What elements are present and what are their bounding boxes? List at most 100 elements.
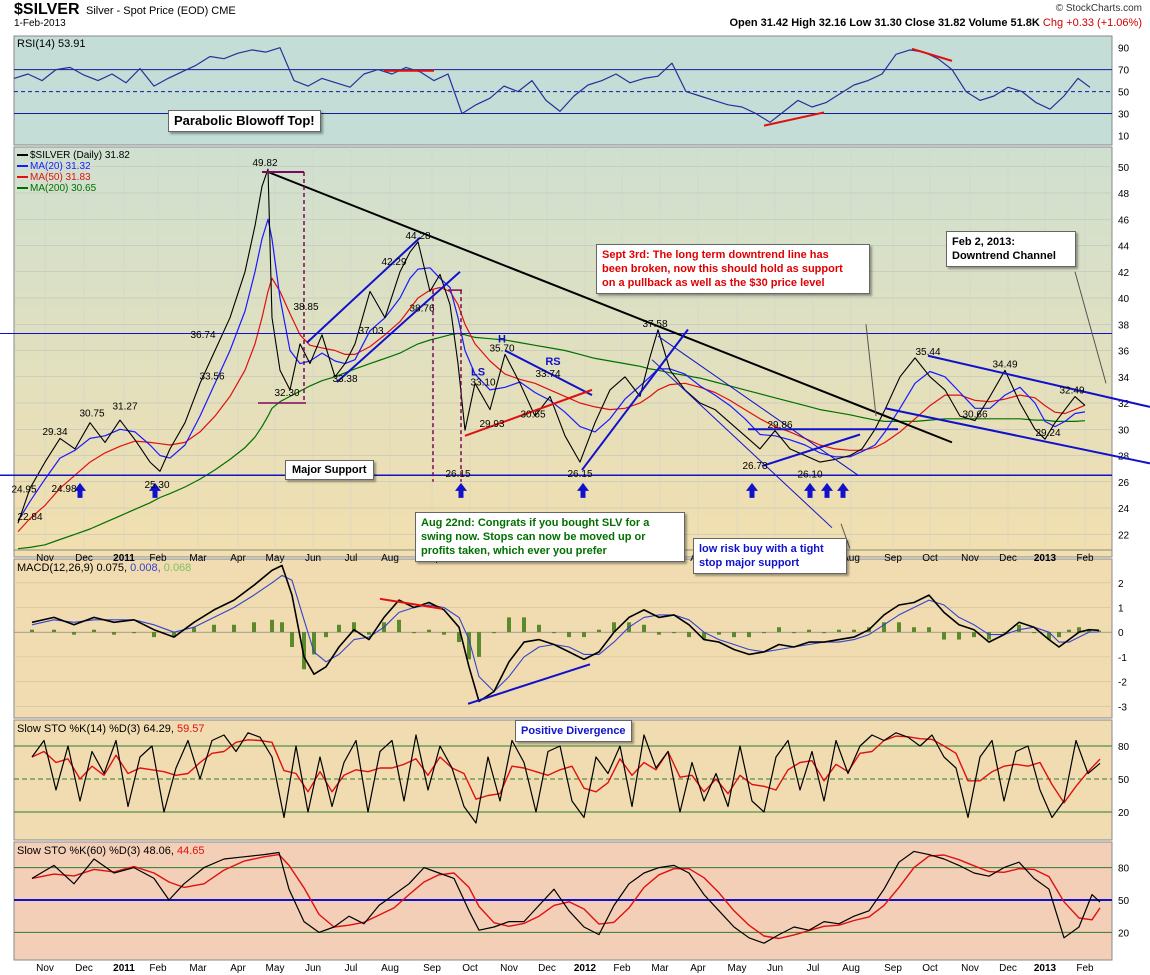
rsi-line: [13, 47, 1091, 123]
price-data-label: 36.74: [190, 330, 215, 341]
annotation-sept3-line2: been broken, now this should hold as sup…: [602, 263, 843, 275]
trendline: [927, 354, 1150, 408]
macd-hist-bar: [972, 632, 976, 638]
price-tick-label: 30: [1118, 425, 1130, 436]
macd-hist-bar: [132, 632, 136, 634]
trendline: [581, 328, 689, 471]
price-data-label: 37.03: [358, 326, 383, 337]
macd-hist-bar: [52, 629, 56, 633]
bottom-month-label: Jun: [305, 963, 321, 974]
sto60-tick-label: 80: [1118, 864, 1130, 875]
bottom-month-label: Jul: [807, 963, 820, 974]
price-data-label: 42.29: [381, 257, 406, 268]
price-data-label: 26.15: [445, 469, 470, 480]
price-data-label: 33.38: [332, 374, 357, 385]
macd-hist-bar: [492, 632, 496, 634]
annotation-positive-divergence: Positive Divergence: [515, 720, 632, 742]
buy-arrow-icon: [74, 482, 86, 498]
macd-hist-bar: [252, 622, 256, 633]
pattern-label: LS: [471, 366, 485, 378]
pattern-label: H: [498, 334, 506, 346]
macd-hist-bar: [280, 622, 284, 633]
macd-trendline: [379, 597, 443, 610]
sto60-d-line: [31, 853, 1101, 940]
price-month-label: Oct: [922, 553, 938, 564]
price-data-label: 32.30: [274, 388, 299, 399]
pattern-label: RS: [545, 356, 560, 368]
annotation-major-support: Major Support: [285, 460, 374, 480]
annotation-aug22-line2: swing now. Stops can now be moved up or: [421, 531, 646, 543]
macd-hist-bar: [152, 632, 156, 638]
macd-hist-bar: [302, 632, 306, 670]
sto14-k-line: [31, 732, 1101, 824]
trendline: [336, 271, 461, 383]
annotation-sept3: Sept 3rd: The long term downtrend line h…: [596, 244, 870, 294]
price-data-label: 22.84: [17, 512, 42, 523]
macd-hist-bar: [467, 632, 471, 660]
macd-hist-bar: [567, 632, 571, 638]
price-data-label: 30.65: [520, 410, 545, 421]
price-month-label: Aug: [842, 553, 860, 564]
bottom-month-label: 2012: [574, 963, 597, 974]
macd-hist-bar: [337, 624, 341, 633]
bottom-month-label: Aug: [381, 963, 399, 974]
rsi-tick-label: 70: [1118, 66, 1130, 77]
bottom-month-label: Mar: [189, 963, 207, 974]
macd-hist-bar: [777, 627, 781, 633]
macd-hist-bar: [747, 632, 751, 638]
macd-hist-bar: [232, 624, 236, 633]
bottom-month-label: Dec: [999, 963, 1017, 974]
trendline: [464, 388, 593, 437]
sto14-k-value: Slow STO %K(14) %D(3) 64.29,: [17, 723, 177, 735]
bottom-month-label: May: [728, 963, 747, 974]
ma50-line: [17, 277, 1086, 533]
sto60-tick-label: 20: [1118, 928, 1130, 939]
macd-hist-bar: [762, 632, 766, 634]
bottom-month-label: Apr: [690, 963, 706, 974]
price-data-label: 25.30: [144, 480, 169, 491]
macd-hist-bar: [270, 619, 274, 633]
macd-hist-bar: [702, 632, 706, 640]
macd-hist-bar: [1077, 627, 1081, 633]
legend-entry: MA(50) 31.83: [30, 172, 91, 183]
macd-tick-label: 1: [1118, 603, 1124, 614]
price-data-label: 26.15: [567, 469, 592, 480]
macd-hist-bar: [290, 632, 294, 647]
price-tick-label: 48: [1118, 189, 1130, 200]
bottom-month-label: Apr: [230, 963, 246, 974]
price-tick-label: 36: [1118, 347, 1130, 358]
sto60-k-value: Slow STO %K(60) %D(3) 48.06,: [17, 845, 177, 857]
macd-hist-bar: [852, 629, 856, 633]
price-month-label: 2011: [113, 553, 135, 564]
macd-hist-bar: [172, 632, 176, 638]
buy-arrow-icon: [149, 482, 161, 498]
price-data-label: 38.85: [293, 302, 318, 313]
price-data-label: 35.70: [489, 343, 514, 354]
annotation-sept3-line1: Sept 3rd: The long term downtrend line h…: [602, 249, 829, 261]
macd-hist-bar: [612, 622, 616, 633]
price-data-label: 29.34: [42, 427, 67, 438]
macd-hist-bar: [427, 629, 431, 633]
annotation-aug22-line1: Aug 22nd: Congrats if you bought SLV for…: [421, 517, 650, 529]
price-month-label: Feb: [149, 553, 167, 564]
rsi-tick-label: 50: [1118, 88, 1130, 99]
macd-hist-bar: [837, 629, 841, 633]
macd-hist-bar: [657, 632, 661, 635]
price-tick-label: 46: [1118, 215, 1130, 226]
macd-hist-bar: [597, 629, 601, 633]
panel-macd: [13, 558, 1113, 719]
ma200-line: [17, 332, 1086, 550]
bottom-month-label: Jun: [767, 963, 783, 974]
macd-hist-bar: [582, 632, 586, 638]
annotation-positive-divergence-text: Positive Divergence: [521, 725, 626, 737]
bottom-month-label: 2011: [113, 963, 135, 974]
bottom-month-label: Feb: [613, 963, 631, 974]
price-tick-label: 50: [1118, 163, 1130, 174]
macd-hist-bar: [732, 632, 736, 638]
macd-hist-bar: [352, 622, 356, 633]
callout-pointer: [865, 324, 877, 417]
macd-tick-label: -1: [1118, 653, 1127, 664]
price-tick-label: 44: [1118, 242, 1130, 253]
price-data-label: 30.75: [79, 408, 104, 419]
